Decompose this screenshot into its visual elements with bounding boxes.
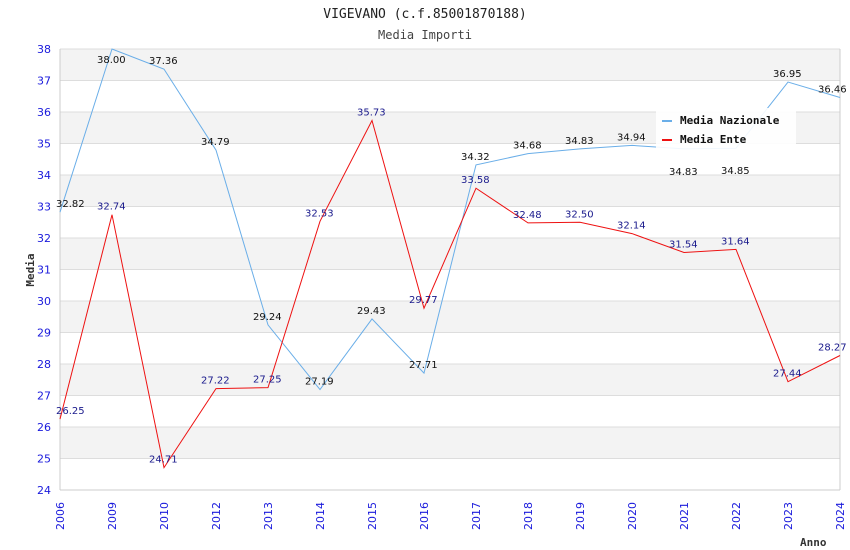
x-tick-label: 2016 (418, 502, 431, 530)
data-label: 34.83 (565, 136, 594, 147)
y-tick-label: 30 (37, 295, 51, 308)
data-label: 28.27 (818, 342, 847, 353)
series-line-nazionale (59, 48, 841, 391)
data-label: 36.46 (818, 85, 847, 96)
y-tick-label: 26 (37, 421, 51, 434)
x-tick-label: 2014 (314, 502, 327, 530)
data-label: 36.95 (773, 69, 802, 80)
data-label: 27.25 (253, 375, 282, 386)
data-label: 32.48 (513, 210, 542, 221)
data-labels: 32.82 38.00 37.36 34.79 29.24 27.19 29.43 27.71… (56, 55, 847, 466)
data-label: 32.53 (305, 208, 334, 219)
data-label: 31.54 (669, 239, 698, 250)
y-axis-label: Media (24, 253, 37, 286)
chart-title: VIGEVANO (c.f.85001870188) (323, 7, 527, 22)
data-label: 29.43 (357, 306, 386, 317)
grid-band (60, 427, 840, 459)
data-label: 32.82 (56, 199, 85, 210)
legend-box (656, 108, 796, 152)
x-tick-label: 2009 (106, 502, 119, 530)
x-tick-label: 2010 (158, 502, 171, 530)
data-label: 34.94 (617, 132, 646, 143)
data-label: 37.36 (149, 56, 178, 67)
grid-band (60, 49, 840, 81)
data-label: 34.32 (461, 152, 490, 163)
data-label: 38.00 (97, 55, 126, 66)
legend-label-nazionale: Media Nazionale (680, 114, 780, 127)
data-label: 32.14 (617, 221, 646, 232)
y-tick-label: 27 (37, 390, 51, 403)
y-tick-label: 34 (37, 169, 51, 182)
data-label: 24.71 (149, 455, 178, 466)
data-label: 34.85 (721, 166, 750, 177)
x-tick-label: 2023 (782, 502, 795, 530)
x-tick-label: 2018 (522, 502, 535, 530)
y-tick-label: 29 (37, 327, 51, 340)
grid-band (60, 175, 840, 207)
series-line-ente (59, 119, 841, 469)
y-tick-label: 31 (37, 264, 51, 277)
data-label: 32.74 (97, 202, 126, 213)
data-label: 35.73 (357, 108, 386, 119)
x-tick-label: 2019 (574, 502, 587, 530)
data-label: 29.24 (253, 312, 282, 323)
x-tick-label: 2024 (834, 502, 847, 530)
y-tick-labels: 24 25 26 27 28 29 30 31 32 33 34 35 36 37 38 (37, 43, 51, 497)
data-label: 31.64 (721, 236, 750, 247)
grid-band (60, 301, 840, 333)
y-tick-label: 37 (37, 75, 51, 88)
data-label: 26.25 (56, 406, 85, 417)
y-tick-label: 28 (37, 358, 51, 371)
data-label: 27.19 (305, 377, 334, 388)
data-label: 29.77 (409, 295, 438, 306)
x-tick-label: 2021 (678, 502, 691, 530)
data-label: 33.58 (461, 175, 490, 186)
x-tick-label: 2013 (262, 502, 275, 530)
x-tick-label: 2022 (730, 502, 743, 530)
x-axis-label: Anno (800, 536, 827, 549)
x-tick-label: 2017 (470, 502, 483, 530)
x-tick-label: 2012 (210, 502, 223, 530)
y-tick-label: 24 (37, 484, 51, 497)
data-label: 34.79 (201, 137, 230, 148)
data-label: 27.22 (201, 376, 230, 387)
legend: Media Nazionale Media Ente (656, 108, 796, 152)
x-tick-label: 2020 (626, 502, 639, 530)
y-tick-label: 35 (37, 138, 51, 151)
data-label: 34.68 (513, 141, 542, 152)
legend-label-ente: Media Ente (680, 133, 747, 146)
x-tick-labels: 2006 2009 2010 2012 2013 2014 2015 2016 2017 2018… (54, 502, 847, 530)
y-tick-label: 25 (37, 453, 51, 466)
y-tick-label: 38 (37, 43, 51, 56)
y-tick-label: 32 (37, 232, 51, 245)
grid-band (60, 364, 840, 396)
data-label: 27.71 (409, 360, 438, 371)
data-label: 32.50 (565, 209, 594, 220)
chart-subtitle: Media Importi (378, 28, 472, 42)
x-tick-label: 2015 (366, 502, 379, 530)
x-tick-label: 2006 (54, 502, 67, 530)
y-tick-label: 36 (37, 106, 51, 119)
data-label: 27.44 (773, 369, 802, 380)
grid-band (60, 238, 840, 270)
y-tick-label: 33 (37, 201, 51, 214)
data-label: 34.83 (669, 167, 698, 178)
